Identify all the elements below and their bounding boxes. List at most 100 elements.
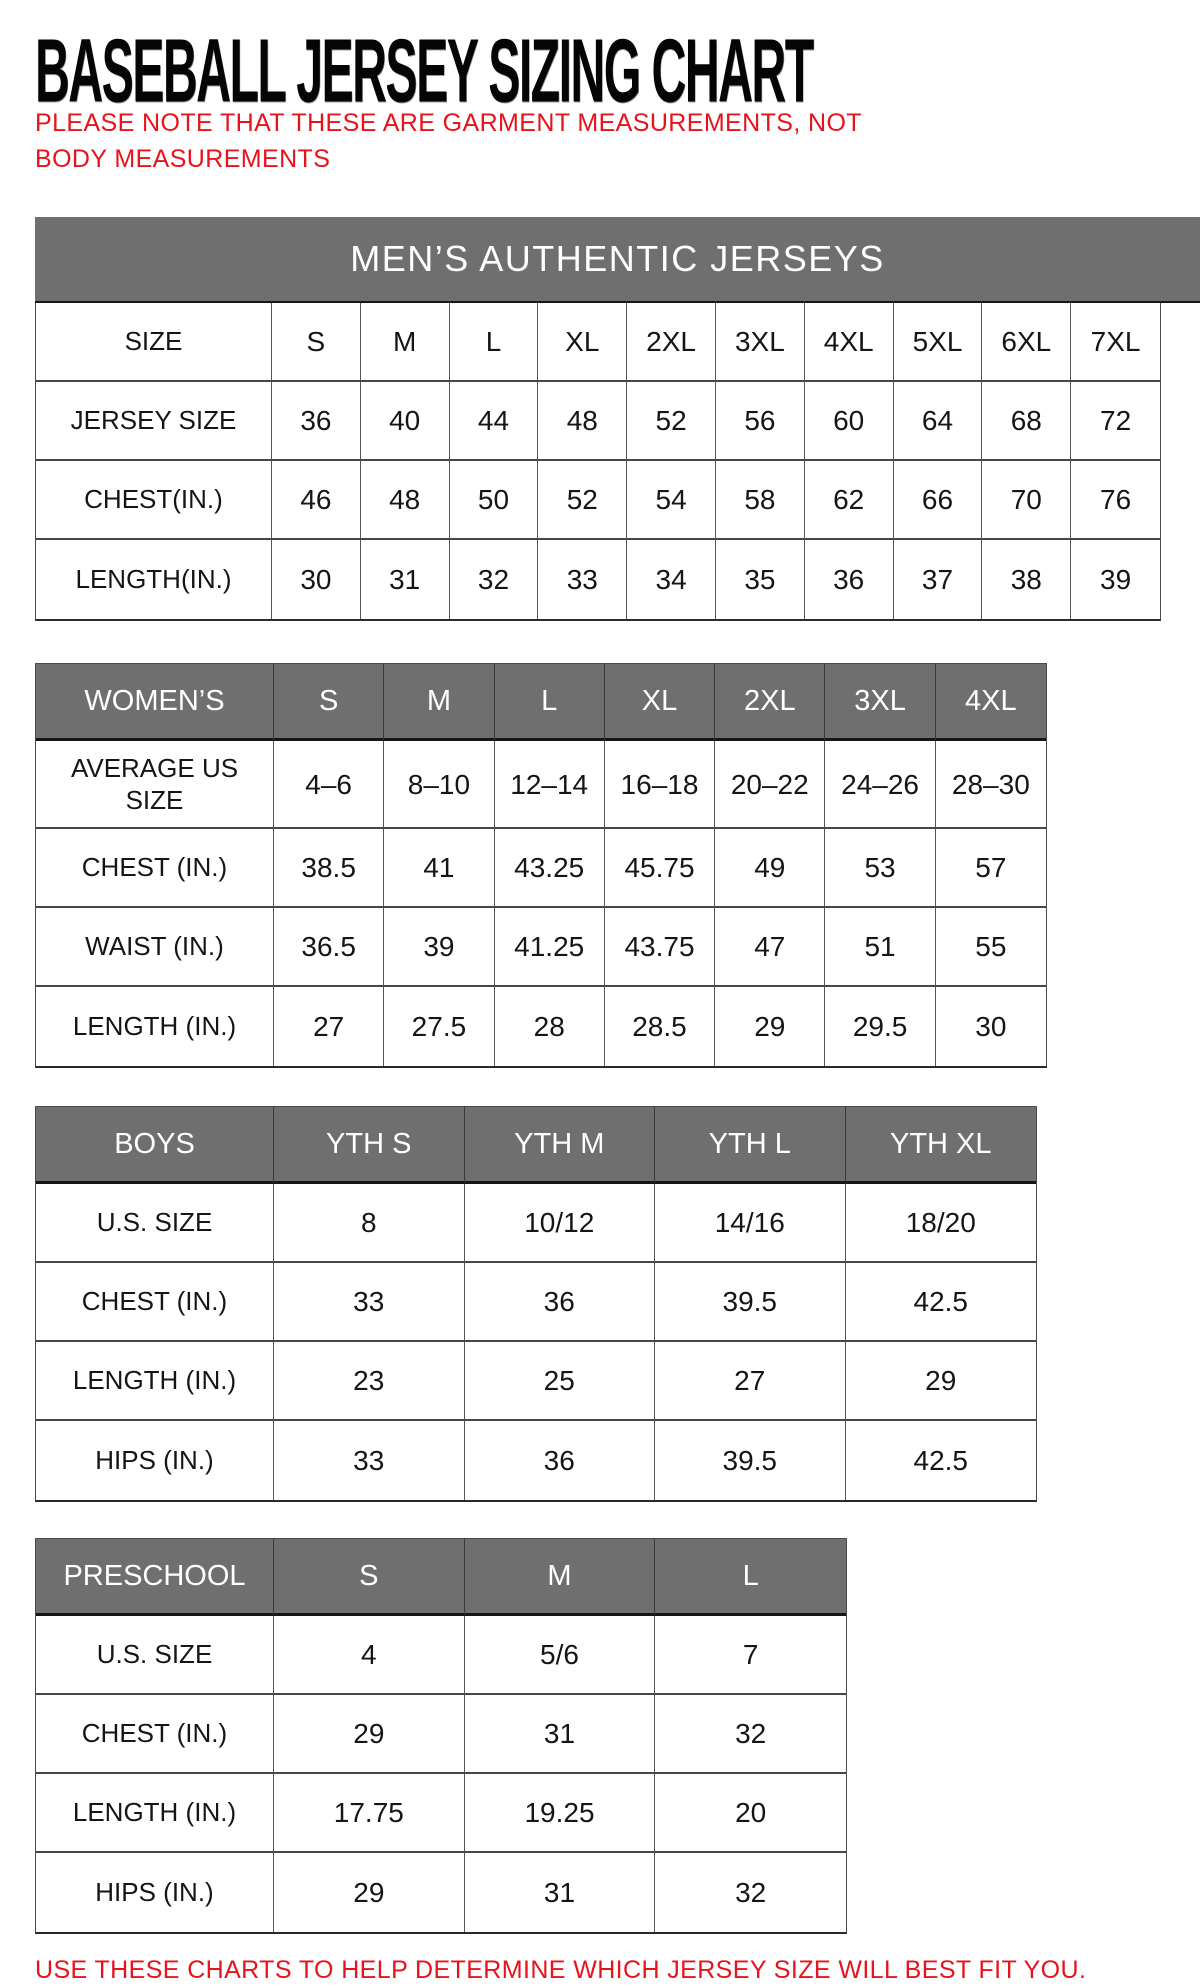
footer-advice-text: USE THESE CHARTS TO HELP DETERMINE WHICH… [35, 1956, 1087, 1984]
womens-header-label: WOMEN’S [36, 664, 274, 741]
boys-value-cell: 27 [655, 1342, 846, 1421]
womens-column-header: 2XL [715, 664, 826, 741]
boys-row-label: HIPS (IN.) [36, 1421, 274, 1500]
mens-value-cell: 46 [272, 461, 361, 540]
boys-value-cell: 33 [274, 1263, 465, 1342]
mens-value-cell: 68 [982, 382, 1072, 461]
womens-value-cell: 51 [825, 908, 936, 987]
mens-value-cell: L [449, 303, 539, 382]
mens-value-cell: 62 [804, 461, 894, 540]
womens-column-header: S [274, 664, 385, 741]
mens-value-cell: 38 [982, 540, 1072, 619]
preschool-row-label: U.S. SIZE [36, 1616, 274, 1695]
womens-value-cell: 29 [715, 987, 826, 1066]
womens-row-label: LENGTH (IN.) [36, 987, 274, 1066]
womens-value-cell: 43.25 [494, 829, 605, 908]
womens-value-cell: 49 [715, 829, 826, 908]
preschool-value-cell: 19.25 [464, 1774, 656, 1853]
boys-value-cell: 29 [845, 1342, 1036, 1421]
preschool-column-header: S [274, 1539, 465, 1616]
preschool-value-cell: 31 [464, 1695, 656, 1774]
preschool-value-cell: 20 [655, 1774, 846, 1853]
boys-table-grid: BOYS YTH S YTH M YTH L YTH XL U.S. SIZE 8 10/12… [35, 1106, 1037, 1502]
mens-value-cell: 76 [1071, 461, 1160, 540]
womens-value-cell: 36.5 [274, 908, 385, 987]
mens-value-cell: 7XL [1071, 303, 1160, 382]
mens-row-label: LENGTH(IN.) [36, 540, 272, 619]
mens-authentic-jerseys-table: MEN’S AUTHENTIC JERSEYS SIZE S M L XL 2XL 3XL 4… [35, 217, 1200, 621]
womens-table-grid: WOMEN’S S M L XL 2XL 3XL 4XL AVERAGE US SIZE 4–6 8… [35, 663, 1047, 1068]
preschool-column-header: L [655, 1539, 846, 1616]
preschool-sizing-table: PRESCHOOL S M L U.S. SIZE 4 5/6 7 CHEST (IN.) 29 3… [35, 1538, 1200, 1934]
boys-value-cell: 18/20 [845, 1184, 1036, 1263]
mens-value-cell: M [360, 303, 450, 382]
boys-value-cell: 39.5 [655, 1421, 846, 1500]
womens-value-cell: 30 [935, 987, 1046, 1066]
mens-value-cell: 36 [804, 540, 894, 619]
mens-row-label: SIZE [36, 303, 272, 382]
womens-sizing-table: WOMEN’S S M L XL 2XL 3XL 4XL AVERAGE US SIZE 4–6 8… [35, 663, 1200, 1068]
mens-value-cell: 48 [360, 461, 450, 540]
boys-value-cell: 10/12 [464, 1184, 655, 1263]
womens-value-cell: 16–18 [604, 741, 716, 829]
mens-value-cell: XL [538, 303, 628, 382]
boys-value-cell: 8 [274, 1184, 465, 1263]
mens-value-cell: 48 [538, 382, 628, 461]
mens-value-cell: 3XL [716, 303, 805, 382]
womens-value-cell: 12–14 [494, 741, 605, 829]
womens-value-cell: 27.5 [384, 987, 495, 1066]
womens-value-cell: 24–26 [825, 741, 936, 829]
womens-value-cell: 27 [274, 987, 385, 1066]
mens-value-cell: 72 [1071, 382, 1160, 461]
mens-table-banner: MEN’S AUTHENTIC JERSEYS [35, 217, 1200, 303]
womens-value-cell: 55 [935, 908, 1046, 987]
womens-row-label: WAIST (IN.) [36, 908, 274, 987]
mens-value-cell: 32 [449, 540, 539, 619]
preschool-value-cell: 5/6 [464, 1616, 656, 1695]
preschool-value-cell: 31 [464, 1853, 656, 1932]
womens-value-cell: 28 [494, 987, 605, 1066]
mens-value-cell: 50 [449, 461, 539, 540]
preschool-row-label: LENGTH (IN.) [36, 1774, 274, 1853]
garment-measurement-note: PLEASE NOTE THAT THESE ARE GARMENT MEASU… [35, 109, 862, 173]
mens-value-cell: 56 [716, 382, 805, 461]
mens-value-cell: 70 [982, 461, 1072, 540]
womens-value-cell: 8–10 [384, 741, 495, 829]
womens-value-cell: 28.5 [604, 987, 716, 1066]
womens-value-cell: 45.75 [604, 829, 716, 908]
womens-value-cell: 41.25 [494, 908, 605, 987]
mens-value-cell: 58 [716, 461, 805, 540]
mens-value-cell: 31 [360, 540, 450, 619]
preschool-value-cell: 32 [655, 1695, 846, 1774]
womens-value-cell: 43.75 [604, 908, 716, 987]
mens-value-cell: 54 [627, 461, 716, 540]
boys-value-cell: 42.5 [845, 1421, 1036, 1500]
boys-column-header: YTH XL [845, 1107, 1036, 1184]
mens-value-cell: 44 [449, 382, 539, 461]
womens-column-header: XL [604, 664, 716, 741]
mens-value-cell: 52 [538, 461, 628, 540]
womens-value-cell: 4–6 [274, 741, 385, 829]
mens-row-label: CHEST(IN.) [36, 461, 272, 540]
boys-column-header: YTH L [655, 1107, 846, 1184]
mens-value-cell: 64 [893, 382, 983, 461]
boys-value-cell: 33 [274, 1421, 465, 1500]
boys-column-header: YTH S [274, 1107, 465, 1184]
preschool-value-cell: 32 [655, 1853, 846, 1932]
womens-column-header: 4XL [935, 664, 1046, 741]
mens-value-cell: 33 [538, 540, 628, 619]
boys-header-label: BOYS [36, 1107, 274, 1184]
mens-value-cell: 60 [804, 382, 894, 461]
mens-value-cell: 5XL [893, 303, 983, 382]
boys-column-header: YTH M [464, 1107, 655, 1184]
preschool-column-header: M [464, 1539, 656, 1616]
womens-value-cell: 57 [935, 829, 1046, 908]
womens-value-cell: 47 [715, 908, 826, 987]
preschool-row-label: HIPS (IN.) [36, 1853, 274, 1932]
womens-row-label: CHEST (IN.) [36, 829, 274, 908]
mens-value-cell: 37 [893, 540, 983, 619]
boys-value-cell: 25 [464, 1342, 655, 1421]
womens-value-cell: 53 [825, 829, 936, 908]
boys-row-label: CHEST (IN.) [36, 1263, 274, 1342]
